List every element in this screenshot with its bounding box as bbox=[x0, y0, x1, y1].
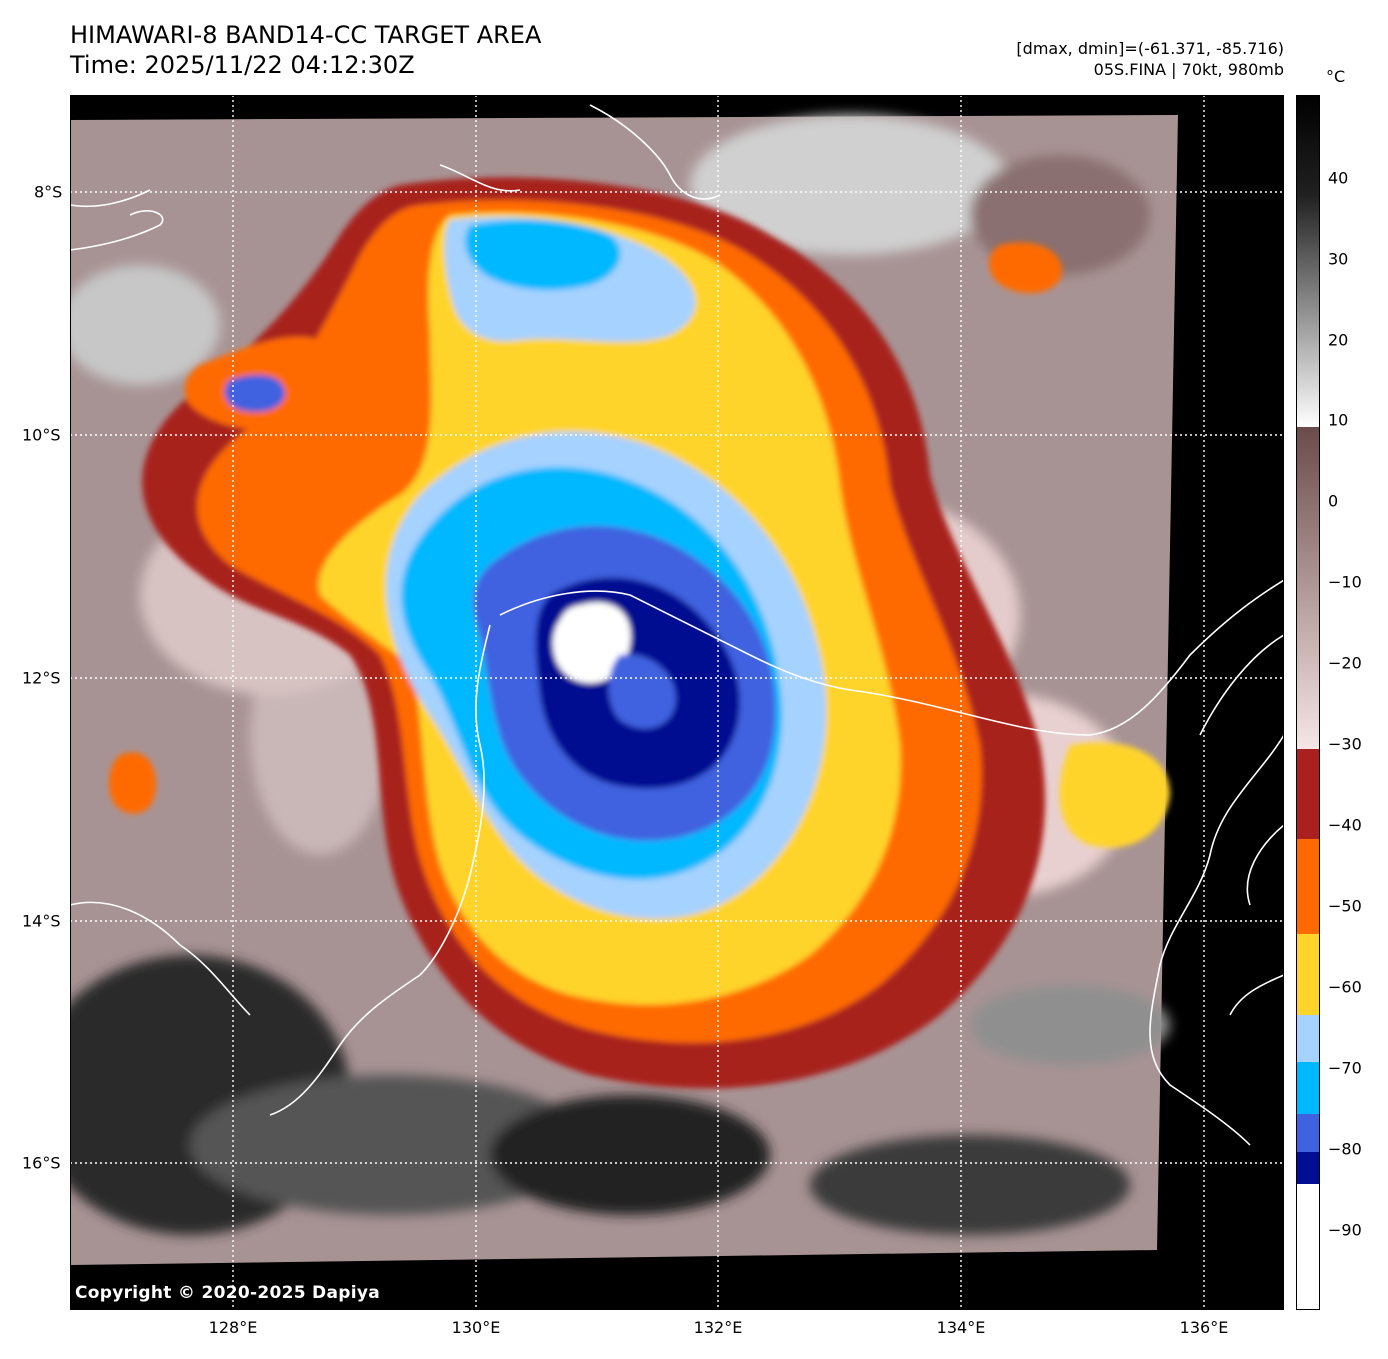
lon-tick-132e: 132°E bbox=[693, 1318, 743, 1337]
colorbar-brown-pink bbox=[1296, 427, 1320, 749]
colorbar-white bbox=[1296, 1184, 1320, 1310]
colorbar-orange bbox=[1296, 839, 1320, 934]
cbar-tick-30: 30 bbox=[1328, 249, 1349, 269]
colorbar-unit: °C bbox=[1326, 67, 1346, 86]
cbar-tick-10: 10 bbox=[1328, 410, 1349, 430]
storm-cloud-shield bbox=[108, 177, 1170, 1089]
colorbar-grayscale bbox=[1296, 95, 1320, 427]
lon-tick-130e: 130°E bbox=[451, 1318, 501, 1337]
lat-tick-14s: 14°S bbox=[22, 911, 61, 931]
cbar-tick-0: 0 bbox=[1328, 491, 1339, 511]
lon-tick-128e: 128°E bbox=[208, 1318, 258, 1337]
cbar-tick-minus40: −40 bbox=[1328, 815, 1362, 835]
cbar-tick-minus70: −70 bbox=[1328, 1058, 1362, 1078]
title-line-2: Time: 2025/11/22 04:12:30Z bbox=[70, 51, 415, 79]
map-frame bbox=[70, 95, 1284, 1310]
storm-info-label: 05S.FINA | 70kt, 980mb bbox=[1093, 60, 1284, 79]
cbar-tick-40: 40 bbox=[1328, 168, 1349, 188]
dmax-dmin-label: [dmax, dmin]=(-61.371, -85.716) bbox=[1016, 39, 1284, 58]
lat-tick-12s: 12°S bbox=[22, 668, 61, 688]
colorbar-blue bbox=[1296, 1114, 1320, 1152]
cbar-tick-minus20: −20 bbox=[1328, 653, 1362, 673]
cbar-tick-minus10: −10 bbox=[1328, 572, 1362, 592]
colorbar-yellow bbox=[1296, 934, 1320, 1015]
storm-meta: [dmax, dmin]=(-61.371, -85.716) 05S.FINA… bbox=[1016, 38, 1284, 80]
cbar-tick-20: 20 bbox=[1328, 330, 1349, 350]
lat-tick-16s: 16°S bbox=[22, 1153, 61, 1173]
cbar-tick-minus30: −30 bbox=[1328, 734, 1362, 754]
lat-tick-10s: 10°S bbox=[22, 425, 61, 445]
colorbar-navy bbox=[1296, 1152, 1320, 1184]
copyright-label: Copyright © 2020-2025 Dapiya bbox=[75, 1283, 380, 1303]
cbar-tick-minus80: −80 bbox=[1328, 1139, 1362, 1159]
colorbar-light-blue bbox=[1296, 1015, 1320, 1062]
lat-tick-8s: 8°S bbox=[34, 182, 63, 202]
colorbar-cyan bbox=[1296, 1062, 1320, 1114]
colorbar bbox=[1296, 95, 1320, 1310]
graticule bbox=[70, 95, 1284, 1310]
colorbar-dark-red bbox=[1296, 749, 1320, 839]
chart-title: HIMAWARI-8 BAND14-CC TARGET AREA Time: 2… bbox=[70, 20, 541, 80]
title-line-1: HIMAWARI-8 BAND14-CC TARGET AREA bbox=[70, 21, 542, 49]
cbar-tick-minus90: −90 bbox=[1328, 1220, 1362, 1240]
lon-tick-134e: 134°E bbox=[936, 1318, 986, 1337]
colorbar-frame bbox=[1296, 95, 1320, 1310]
cbar-tick-minus60: −60 bbox=[1328, 977, 1362, 997]
lon-tick-136e: 136°E bbox=[1179, 1318, 1229, 1337]
cbar-tick-minus50: −50 bbox=[1328, 896, 1362, 916]
satellite-map bbox=[70, 95, 1284, 1310]
